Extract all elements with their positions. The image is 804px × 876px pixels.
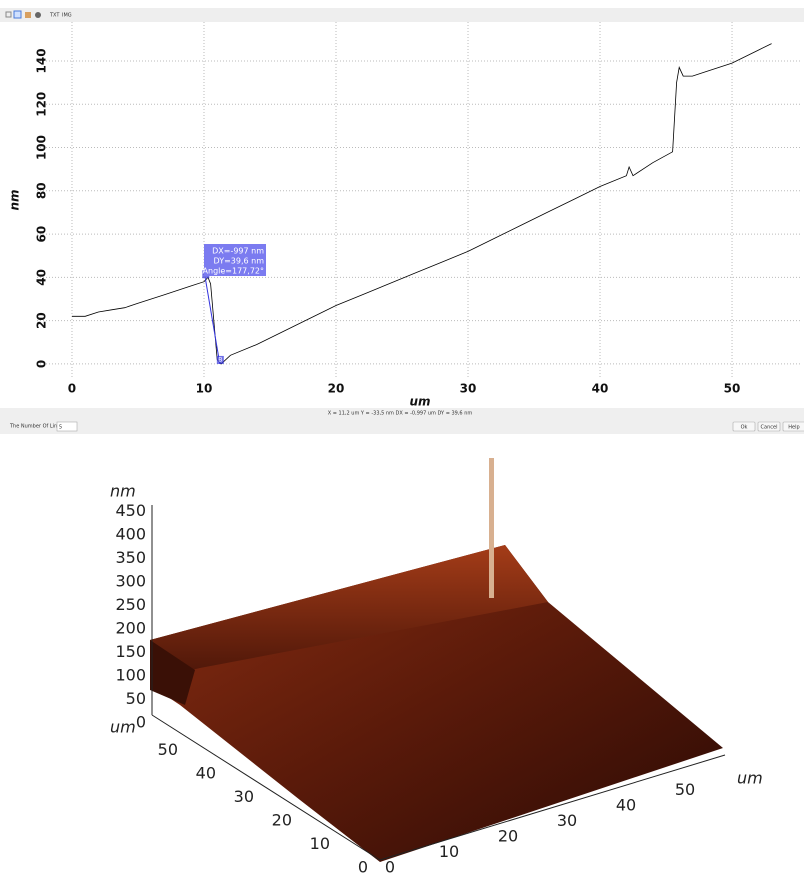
y-tick-label: 60 [35,226,49,243]
x-tick-label: 20 [498,827,518,846]
profile-chart: 02040608010012014001020304050umnmABDX=-9… [8,22,803,409]
z-tick-label: 0 [136,713,146,732]
annotation-text: DX=-997 nm [212,247,264,256]
annotation-text: Angle=177,72° [203,267,264,276]
z-tick-label: 200 [115,619,146,638]
y-tick-label: 50 [158,740,178,759]
footer-button-label: Help [788,425,799,431]
y-tick-label: 100 [35,135,49,160]
cursor-label: B [218,356,222,363]
z-tick-label: 400 [115,525,146,544]
y-tick-label: 0 [358,858,368,876]
x-tick-label: 30 [557,811,577,830]
y-tick-label: 20 [272,811,292,830]
input-value: 5 [59,425,62,431]
x-tick-label: 30 [460,382,477,396]
footer-button-label: Ok [741,425,748,431]
profile-line [72,44,772,364]
y-tick-label: 120 [35,92,49,117]
x-tick-label: 50 [675,780,695,799]
y-tick-label: 40 [35,269,49,286]
z-axis-title: nm [110,482,136,501]
screen: TXT IMG 02040608010012014001020304050umn… [0,0,804,876]
surface-spike [489,458,494,598]
y-tick-label: 20 [35,312,49,329]
z-tick-label: 300 [115,572,146,591]
tool-icon[interactable] [14,11,21,18]
z-tick-label: 450 [115,501,146,520]
z-tick-label: 100 [115,666,146,685]
toolbar-button[interactable]: TXT [49,13,60,19]
z-tick-label: 50 [126,689,146,708]
status-text: X = 11,2 um Y = -33,5 nm DX = -0,997 um … [328,411,473,417]
annotation-text: DY=39,6 nm [213,257,264,266]
y-tick-label: 80 [35,182,49,199]
y-tick-label: 30 [234,787,254,806]
y-tick-label: 0 [35,360,49,368]
z-tick-label: 250 [115,595,146,614]
tool-icon[interactable] [35,12,41,18]
footer-label: The Number Of Lines [9,424,63,430]
page: TXT IMG 02040608010012014001020304050umn… [0,0,804,876]
y-axis-title: um [110,718,136,737]
x-tick-label: 40 [616,796,636,815]
footer-buttons: Ok Cancel Help [733,422,804,431]
toolbar [0,8,804,22]
y-tick-label: 40 [196,764,216,783]
z-tick-label: 350 [115,548,146,567]
tool-icon[interactable] [25,12,31,18]
x-tick-label: 20 [328,382,345,396]
x-tick-label: 0 [68,382,76,396]
x-axis-title: um [737,769,763,788]
x-tick-label: 40 [592,382,609,396]
footer-button-label: Cancel [761,425,778,431]
z-tick-label: 150 [115,642,146,661]
x-axis-title: um [409,395,430,409]
y-tick-label: 10 [310,834,330,853]
x-tick-label: 50 [724,382,741,396]
y-tick-label: 140 [35,48,49,73]
y-axis-title: nm [8,189,22,210]
toolbar-button[interactable]: IMG [62,13,72,19]
x-tick-label: 10 [196,382,213,396]
x-tick-label: 0 [385,858,395,876]
x-tick-label: 10 [439,842,459,861]
